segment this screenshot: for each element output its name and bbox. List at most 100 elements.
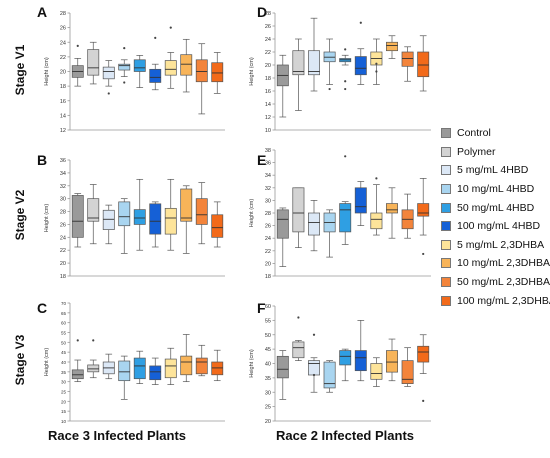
box-iqr [211,214,224,238]
panel-letter: F [257,300,266,316]
y-tick-label: 26 [265,224,271,230]
box-2 [87,339,100,379]
outlier-point [297,316,300,319]
y-tick-label: 18 [60,274,66,280]
y-tick-label: 36 [265,161,271,167]
box-5 [133,350,146,384]
stage-label: Stage V2 [13,189,27,240]
outlier-point [312,373,316,377]
box-3 [102,353,115,380]
legend-item: 10 mg/mL 4HBD [441,180,550,199]
box-1 [276,350,289,400]
stage-label: Stage V3 [13,334,27,385]
box-iqr [195,357,208,375]
box-9 [401,347,414,387]
y-tick-label: 22 [265,50,271,56]
legend: Control Polymer 5 mg/mL 4HBD 10 mg/mL 4HBD 5… [441,124,550,310]
panel-a: A 12 14 16 18 20 22 24 26 28 Height (cm) [37,4,225,134]
legend-item: 5 mg/mL 2,3DHBA [441,236,550,255]
box-iqr [180,355,193,376]
box-2 [87,41,100,85]
y-tick-label: 10 [61,419,67,424]
legend-item: Control [441,124,550,143]
box-6 [354,320,367,382]
y-tick-label: 28 [265,211,271,217]
panel-d: D 10 12 14 16 18 20 22 24 26 28 Height (cm) [249,4,431,134]
y-tick-label: 12 [60,128,66,134]
y-tick-label: 34 [60,171,66,177]
box-iqr [71,369,84,380]
box-8 [386,338,398,382]
box-8 [386,35,398,59]
box-10 [417,35,430,92]
y-tick-label: 32 [60,184,66,190]
y-tick-label: 26 [60,26,66,32]
box-iqr [308,360,320,376]
outlier-point [76,339,79,342]
panel-e: E 18 20 22 24 26 28 30 32 34 36 38 Height (cm) [249,148,431,280]
box-iqr [118,201,131,227]
box-iqr [87,198,100,222]
box-4 [323,209,336,258]
outlier-point [375,177,378,180]
box-9 [401,193,414,239]
y-axis-label: Height (cm) [44,348,50,377]
box-2 [292,38,305,111]
box-9 [195,344,208,377]
outlier-point [328,87,331,91]
y-tick-label: 40 [265,362,271,368]
legend-item: 100 mg/mL 2,3DHBA [441,291,550,310]
outlier-point [375,62,378,65]
y-tick-label: 24 [60,40,66,46]
legend-swatch [441,258,451,269]
box-7 [164,178,177,251]
y-tick-label: 32 [265,186,271,192]
box-iqr [354,187,367,214]
legend-swatch [441,221,451,232]
box-iqr [164,358,177,379]
box-1 [71,193,84,248]
panel-c: C 10 15 20 25 30 35 40 45 50 55 60 65 70 Height (cm) [37,300,225,424]
box-4 [118,47,131,84]
box-iqr [386,203,398,214]
box-7 [164,347,177,385]
box-10 [417,178,430,256]
y-tick-label: 18 [265,274,271,280]
y-tick-label: 22 [60,55,66,61]
box-iqr [386,350,398,373]
outlier-point [169,26,172,29]
box-5 [339,48,352,91]
outlier-point [154,36,157,39]
outlier-point [344,48,347,51]
footer-label-race2: Race 2 Infected Plants [276,428,414,443]
y-tick-label: 12 [265,115,271,121]
outlier-point [422,399,425,402]
y-tick-label: 20 [265,419,271,425]
panel-letter: B [37,152,47,168]
outlier-point [76,44,79,48]
y-tick-label: 20 [60,261,66,267]
box-8 [180,185,193,254]
legend-item: Polymer [441,143,550,162]
box-10 [417,334,430,402]
y-tick-label: 35 [265,376,271,382]
box-iqr [370,212,383,230]
box-iqr [386,41,398,52]
box-iqr [133,59,146,72]
box-4 [323,360,336,393]
y-tick-label: 20 [265,261,271,267]
box-1 [276,207,289,267]
panel-b: B 18 20 22 24 26 28 30 32 34 36 Height (cm) [37,152,225,280]
outlier-point [107,92,110,95]
legend-item: 50 mg/mL 4HBD [441,198,550,217]
box-iqr [292,187,305,233]
box-2 [292,187,305,248]
box-4 [118,198,131,254]
outlier-point [312,333,316,336]
y-tick-label: 28 [265,11,271,17]
box-iqr [354,350,367,372]
box-iqr [118,63,131,71]
y-tick-label: 24 [265,236,271,242]
box-8 [180,334,193,383]
outlier-point [422,252,425,256]
